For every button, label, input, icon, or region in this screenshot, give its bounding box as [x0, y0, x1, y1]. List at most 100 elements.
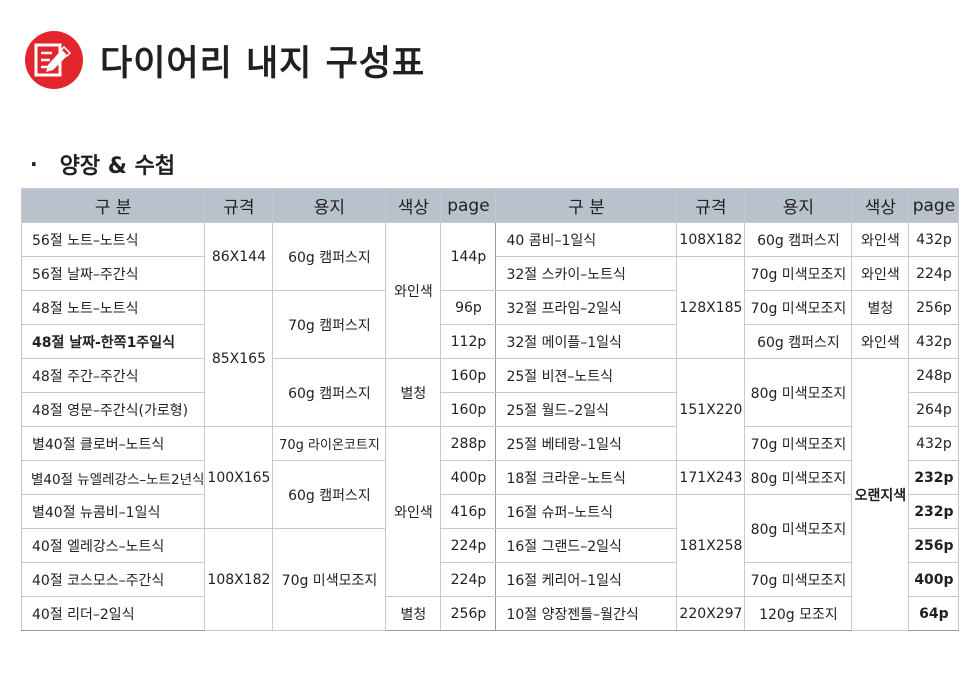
- cell-name: 25절 월드–2일식: [495, 392, 678, 427]
- table-row: 56절 노트–노트식 86X144 60g 캠퍼스지 와인색 144p 40 콤…: [20, 222, 960, 359]
- cell-size: 128X185: [676, 256, 746, 359]
- cell-paper: 60g 캠퍼스지: [272, 222, 387, 291]
- cell-paper: 70g 미색모조지: [744, 290, 853, 325]
- title-row: 다이어리 내지 구성표: [20, 31, 425, 89]
- cell-name: 16절 케리어–1일식: [495, 562, 678, 597]
- header-name: 구 분: [20, 188, 206, 223]
- header-color: 색상: [851, 188, 910, 223]
- cell-color: 별청: [385, 596, 442, 631]
- cell-name: 48절 영문–주간식(가로형): [20, 392, 206, 427]
- cell-color: 별청: [385, 358, 442, 427]
- cell-name: 18절 크라운–노트식: [495, 460, 678, 495]
- cell-page: 224p: [440, 562, 497, 597]
- cell-page: 96p: [440, 290, 497, 325]
- cell-size: 220X297: [676, 596, 746, 631]
- table-row: 48절 영문–주간식(가로형) 160p 25절 월드–2일식 264p: [20, 392, 960, 427]
- cell-name: 16절 그랜드–2일식: [495, 528, 678, 563]
- edit-document-icon: [20, 31, 88, 89]
- spec-table: 구 분 규격 용지 색상 page 구 분 규격 용지 색상 page 56절 …: [20, 188, 960, 631]
- table-row: 40절 엘레강스–노트식 108X182 70g 미색모조지 224p 16절 …: [20, 528, 960, 631]
- cell-color: 와인색: [385, 222, 442, 359]
- cell-name: 별40절 뉴콤비–1일식: [20, 494, 206, 529]
- section-label: 양장 & 수첩: [59, 154, 176, 179]
- header-paper: 용지: [272, 188, 387, 223]
- cell-paper: 70g 미색모조지: [744, 256, 853, 291]
- cell-page: 256p: [908, 528, 960, 563]
- cell-name: 별40절 뉴엘레강스–노트2년식: [20, 460, 206, 495]
- cell-paper: 120g 모조지: [744, 596, 853, 631]
- cell-page: 160p: [440, 392, 497, 427]
- table-row: 48절 주간–주간식 60g 캠퍼스지 별청 160p 25절 비젼–노트식 1…: [20, 358, 960, 631]
- cell-size: 171X243: [676, 460, 746, 495]
- table-row: 별40절 클로버–노트식 100X165 70g 라이온코트지 와인색 288p…: [20, 426, 960, 597]
- cell-size: 151X220: [676, 358, 746, 461]
- cell-name: 56절 날짜–주간식: [20, 256, 206, 291]
- cell-name: 32절 메이플–1일식: [495, 324, 678, 359]
- cell-color: 와인색: [851, 222, 910, 257]
- table-row: 40절 리더–2일식 별청 256p 10절 양장젠틀–월간식 220X297 …: [20, 596, 960, 631]
- table-row: 별40절 뉴엘레강스–노트2년식 60g 캠퍼스지 400p 18절 크라운–노…: [20, 460, 960, 529]
- cell-page: 432p: [908, 426, 960, 461]
- cell-name: 16절 슈퍼–노트식: [495, 494, 678, 529]
- cell-paper: 70g 캠퍼스지: [272, 290, 387, 359]
- cell-color: 오랜지색: [851, 358, 910, 631]
- cell-page: 224p: [440, 528, 497, 563]
- cell-name: 48절 주간–주간식: [20, 358, 206, 393]
- cell-page: 232p: [908, 494, 960, 529]
- cell-name: 32절 스카이–노트식: [495, 256, 678, 291]
- cell-name: 25절 베테랑–1일식: [495, 426, 678, 461]
- cell-name: 10절 양장젠틀–월간식: [495, 596, 678, 631]
- header-paper: 용지: [744, 188, 853, 223]
- cell-page: 160p: [440, 358, 497, 393]
- header-page: page: [440, 188, 497, 223]
- table-row: 별40절 뉴콤비–1일식 416p 16절 슈퍼–노트식 181X258 80g…: [20, 494, 960, 597]
- cell-name: 32절 프라임–2일식: [495, 290, 678, 325]
- cell-page: 248p: [908, 358, 960, 393]
- cell-paper: 80g 미색모조지: [744, 460, 853, 495]
- table-header-row: 구 분 규격 용지 색상 page 구 분 규격 용지 색상 page: [20, 188, 960, 223]
- cell-page: 256p: [440, 596, 497, 631]
- cell-paper: 70g 미색모조지: [272, 528, 387, 631]
- cell-color: 와인색: [385, 426, 442, 597]
- cell-size: 108X182: [204, 528, 274, 631]
- cell-name: 40 콤비–1일식: [495, 222, 678, 257]
- table-row: 48절 노트–노트식 85X165 70g 캠퍼스지 96p 32절 프라임–2…: [20, 290, 960, 427]
- cell-size: 86X144: [204, 222, 274, 291]
- cell-page: 112p: [440, 324, 497, 359]
- cell-paper: 70g 미색모조지: [744, 562, 853, 597]
- cell-paper: 80g 미색모조지: [744, 494, 853, 563]
- cell-name: 25절 비젼–노트식: [495, 358, 678, 393]
- table-row: 40절 코스모스–주간식 224p 16절 케리어–1일식 70g 미색모조지 …: [20, 562, 960, 597]
- cell-page: 400p: [440, 460, 497, 495]
- cell-paper: 60g 캠퍼스지: [272, 358, 387, 427]
- cell-name: 48절 노트–노트식: [20, 290, 206, 325]
- header-color: 색상: [385, 188, 442, 223]
- cell-color: 와인색: [851, 256, 910, 291]
- cell-paper: 70g 미색모조지: [744, 426, 853, 461]
- cell-name: 별40절 클로버–노트식: [20, 426, 206, 461]
- cell-size: 181X258: [676, 494, 746, 597]
- cell-name: 56절 노트–노트식: [20, 222, 206, 257]
- cell-page: 232p: [908, 460, 960, 495]
- cell-name: 40절 엘레강스–노트식: [20, 528, 206, 563]
- cell-paper: 70g 라이온코트지: [272, 426, 387, 461]
- cell-paper: 80g 미색모조지: [744, 358, 853, 427]
- section-heading: · 양장 & 수첩: [30, 148, 175, 180]
- table-row: 56절 날짜–주간식 32절 스카이–노트식 128X185 70g 미색모조지…: [20, 256, 960, 359]
- header-name: 구 분: [495, 188, 678, 223]
- cell-name: 40절 코스모스–주간식: [20, 562, 206, 597]
- cell-paper: 60g 캠퍼스지: [744, 324, 853, 359]
- cell-page: 432p: [908, 222, 960, 257]
- header-size: 규격: [676, 188, 746, 223]
- cell-page: 400p: [908, 562, 960, 597]
- cell-paper: 60g 캠퍼스지: [272, 460, 387, 529]
- cell-page: 432p: [908, 324, 960, 359]
- bullet: ·: [30, 152, 38, 176]
- cell-color: 별청: [851, 290, 910, 325]
- cell-page: 64p: [908, 596, 960, 631]
- cell-page: 144p: [440, 222, 497, 291]
- cell-size: 85X165: [204, 290, 274, 427]
- cell-size: 108X182: [676, 222, 746, 257]
- cell-name: 48절 날짜-한쪽1주일식: [20, 324, 206, 359]
- cell-name: 40절 리더–2일식: [20, 596, 206, 631]
